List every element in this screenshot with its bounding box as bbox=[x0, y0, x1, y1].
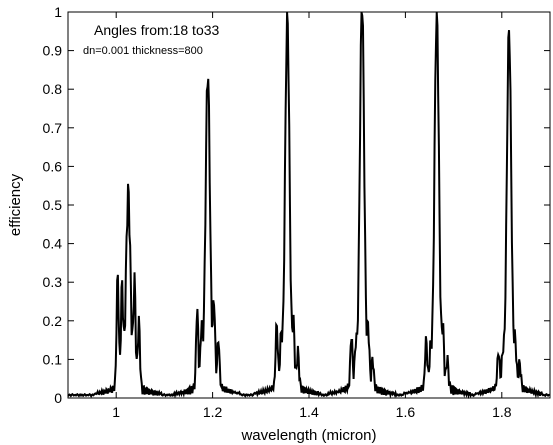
efficiency-series bbox=[67, 12, 550, 400]
plot-background bbox=[67, 11, 551, 399]
annotation-angles: Angles from:18 to33 bbox=[94, 22, 220, 38]
x-tick-label: 1.6 bbox=[396, 404, 416, 420]
y-tick-label: 0.8 bbox=[43, 81, 63, 97]
y-tick-label: 0.1 bbox=[43, 351, 63, 367]
annotation-params: dn=0.001 thickness=800 bbox=[83, 45, 203, 57]
y-tick-label: 0.9 bbox=[43, 43, 63, 59]
y-tick-label: 0.5 bbox=[43, 197, 63, 213]
y-tick-label: 0.7 bbox=[43, 120, 63, 136]
y-axis-label: efficiency bbox=[7, 173, 24, 236]
y-axis: 0 0.1 0.2 0.3 0.4 0.5 0.6 0.7 0.8 0.9 1 bbox=[43, 4, 550, 406]
y-tick-label: 0.2 bbox=[43, 313, 63, 329]
y-tick-label: 0.4 bbox=[43, 236, 63, 252]
x-tick-label: 1.4 bbox=[299, 404, 319, 420]
x-tick-label: 1.8 bbox=[492, 404, 512, 420]
y-tick-label: 0.6 bbox=[43, 158, 63, 174]
x-axis: 1 1.2 1.4 1.6 1.8 bbox=[112, 12, 512, 420]
efficiency-line bbox=[67, 12, 550, 400]
x-tick-label: 1.2 bbox=[203, 404, 223, 420]
y-tick-label: 0.3 bbox=[43, 274, 63, 290]
y-tick-label: 1 bbox=[54, 4, 62, 20]
y-tick-label: 0 bbox=[54, 390, 62, 406]
x-axis-label: wavelength (micron) bbox=[240, 427, 376, 444]
x-tick-label: 1 bbox=[112, 404, 120, 420]
